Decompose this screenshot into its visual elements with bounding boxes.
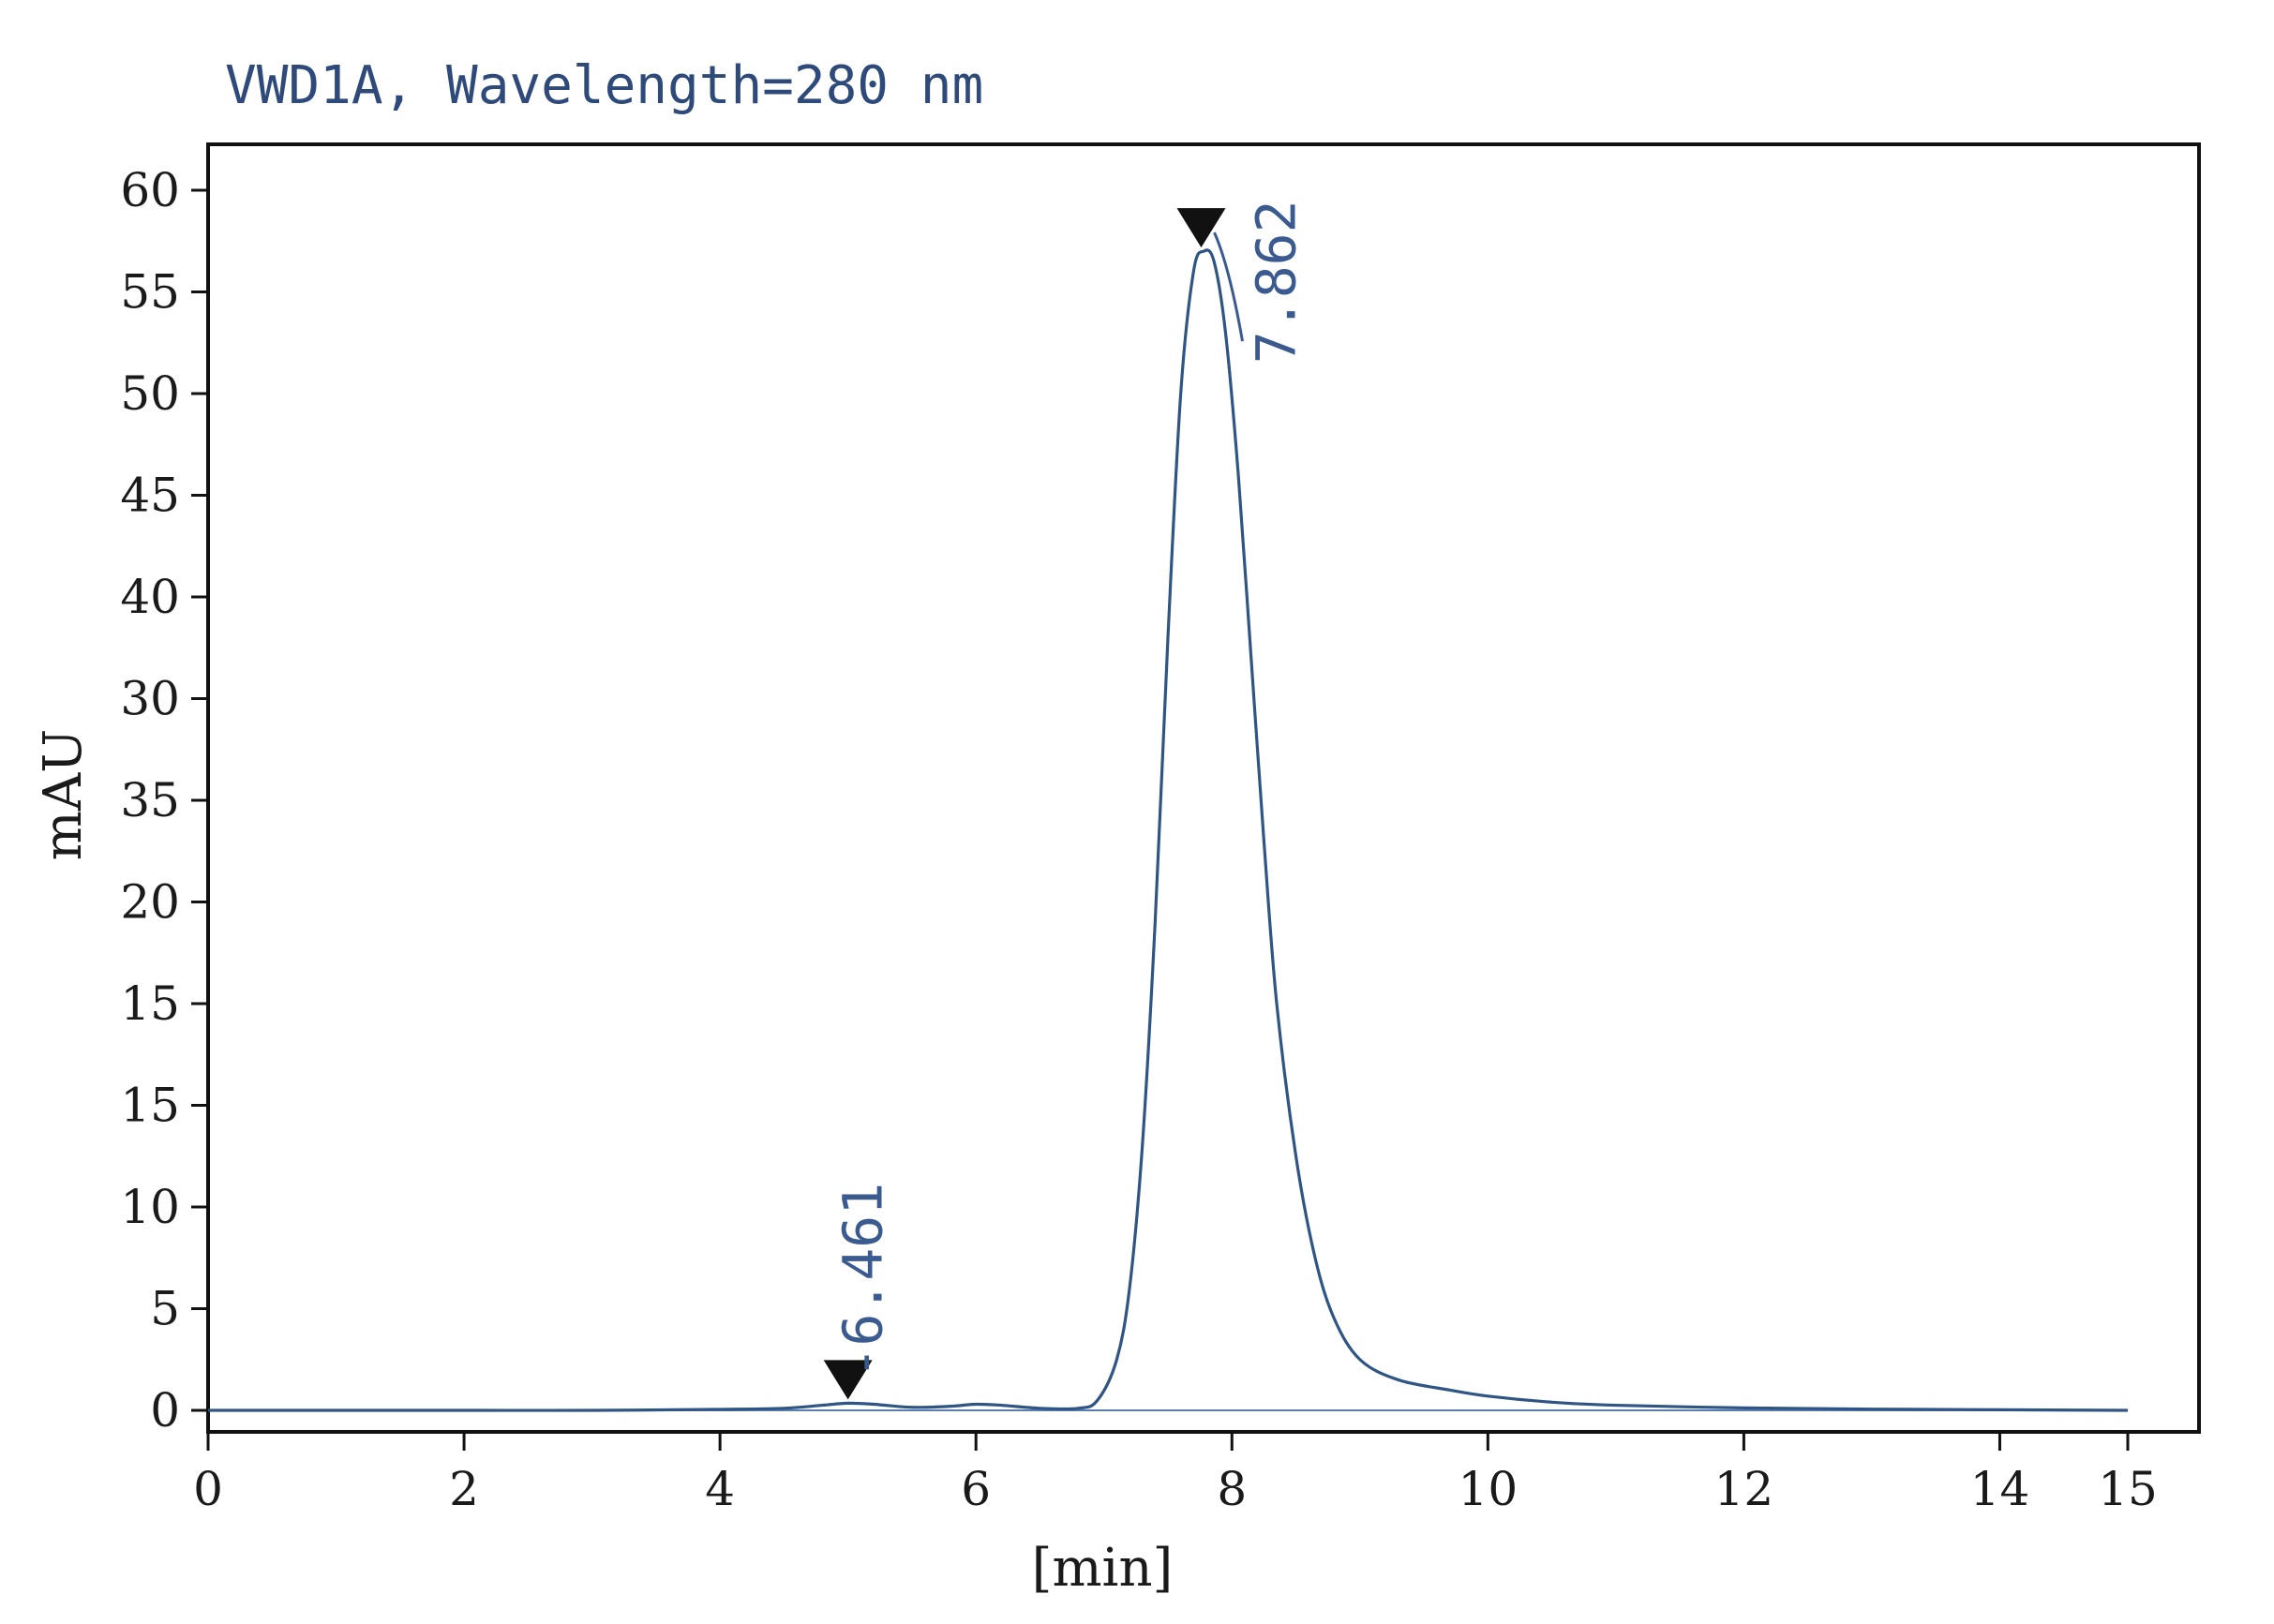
peak-marker-icon bbox=[1176, 208, 1226, 248]
peak-leader-line bbox=[1213, 231, 1244, 342]
x-tick-label: 2 bbox=[449, 1462, 479, 1516]
x-tick-label: 15 bbox=[2098, 1462, 2158, 1516]
x-tick-label: 14 bbox=[1970, 1462, 2030, 1516]
x-tick-label: 8 bbox=[1217, 1462, 1247, 1516]
peak-annotations: 7.862 -6.461 bbox=[823, 200, 1308, 1400]
y-axis-label: mAU bbox=[33, 729, 94, 861]
y-tick-label: 10 bbox=[120, 1180, 180, 1234]
peak-label: 7.862 bbox=[1244, 200, 1308, 364]
peak-label: -6.461 bbox=[831, 1183, 895, 1379]
x-axis-label: [min] bbox=[1032, 1538, 1174, 1599]
y-tick-label: 0 bbox=[150, 1383, 180, 1438]
y-tick-label: 30 bbox=[120, 672, 180, 726]
y-tick-label: 40 bbox=[120, 570, 180, 624]
x-axis-ticks: 0 2 4 6 8 10 12 14 15 bbox=[193, 1432, 2158, 1516]
y-tick-label: 50 bbox=[120, 366, 180, 421]
y-tick-label: 45 bbox=[120, 469, 180, 523]
y-axis-ticks: 0 5 10 15 15 20 35 30 40 45 50 55 60 bbox=[120, 163, 208, 1438]
plot-border bbox=[206, 142, 2201, 1434]
y-tick-label: 55 bbox=[120, 265, 180, 320]
x-tick-label: 12 bbox=[1714, 1462, 1774, 1516]
y-tick-label: 35 bbox=[120, 773, 180, 827]
x-tick-label: 6 bbox=[961, 1462, 991, 1516]
x-tick-label: 0 bbox=[193, 1462, 223, 1516]
y-tick-label: 15 bbox=[120, 1079, 180, 1133]
x-tick-label: 10 bbox=[1459, 1462, 1518, 1516]
peak-marker-icon bbox=[823, 1360, 873, 1400]
y-tick-label: 60 bbox=[120, 163, 180, 217]
series-line-trace bbox=[208, 248, 2129, 1412]
x-tick-label: 4 bbox=[705, 1462, 735, 1516]
y-tick-label: 5 bbox=[150, 1282, 180, 1336]
series-group bbox=[208, 248, 2129, 1412]
chart-title: VWD1A, Wavelength=280 nm bbox=[225, 55, 983, 116]
y-tick-label: 20 bbox=[120, 875, 180, 930]
y-tick-label: 15 bbox=[120, 976, 180, 1031]
plot-frame bbox=[206, 142, 2201, 1434]
